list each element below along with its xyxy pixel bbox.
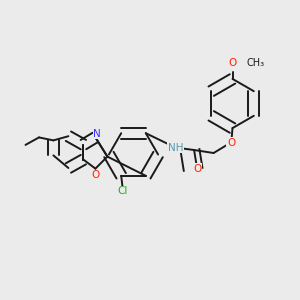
Text: CH₃: CH₃ bbox=[246, 58, 264, 68]
Text: O: O bbox=[193, 164, 201, 174]
Text: Cl: Cl bbox=[118, 186, 128, 197]
Text: N: N bbox=[93, 129, 101, 139]
Text: O: O bbox=[92, 170, 100, 180]
Text: NH: NH bbox=[168, 142, 183, 153]
Text: O: O bbox=[227, 137, 235, 148]
Text: O: O bbox=[229, 58, 237, 68]
